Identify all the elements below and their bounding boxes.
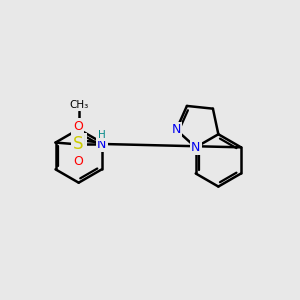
Text: S: S: [73, 135, 83, 153]
Text: CH₃: CH₃: [69, 100, 88, 110]
Text: H: H: [98, 130, 106, 140]
Text: N: N: [172, 123, 181, 136]
Text: N: N: [191, 141, 200, 154]
Text: O: O: [73, 155, 83, 168]
Text: Cl: Cl: [74, 135, 86, 148]
Text: N: N: [97, 138, 106, 151]
Text: O: O: [73, 120, 83, 133]
